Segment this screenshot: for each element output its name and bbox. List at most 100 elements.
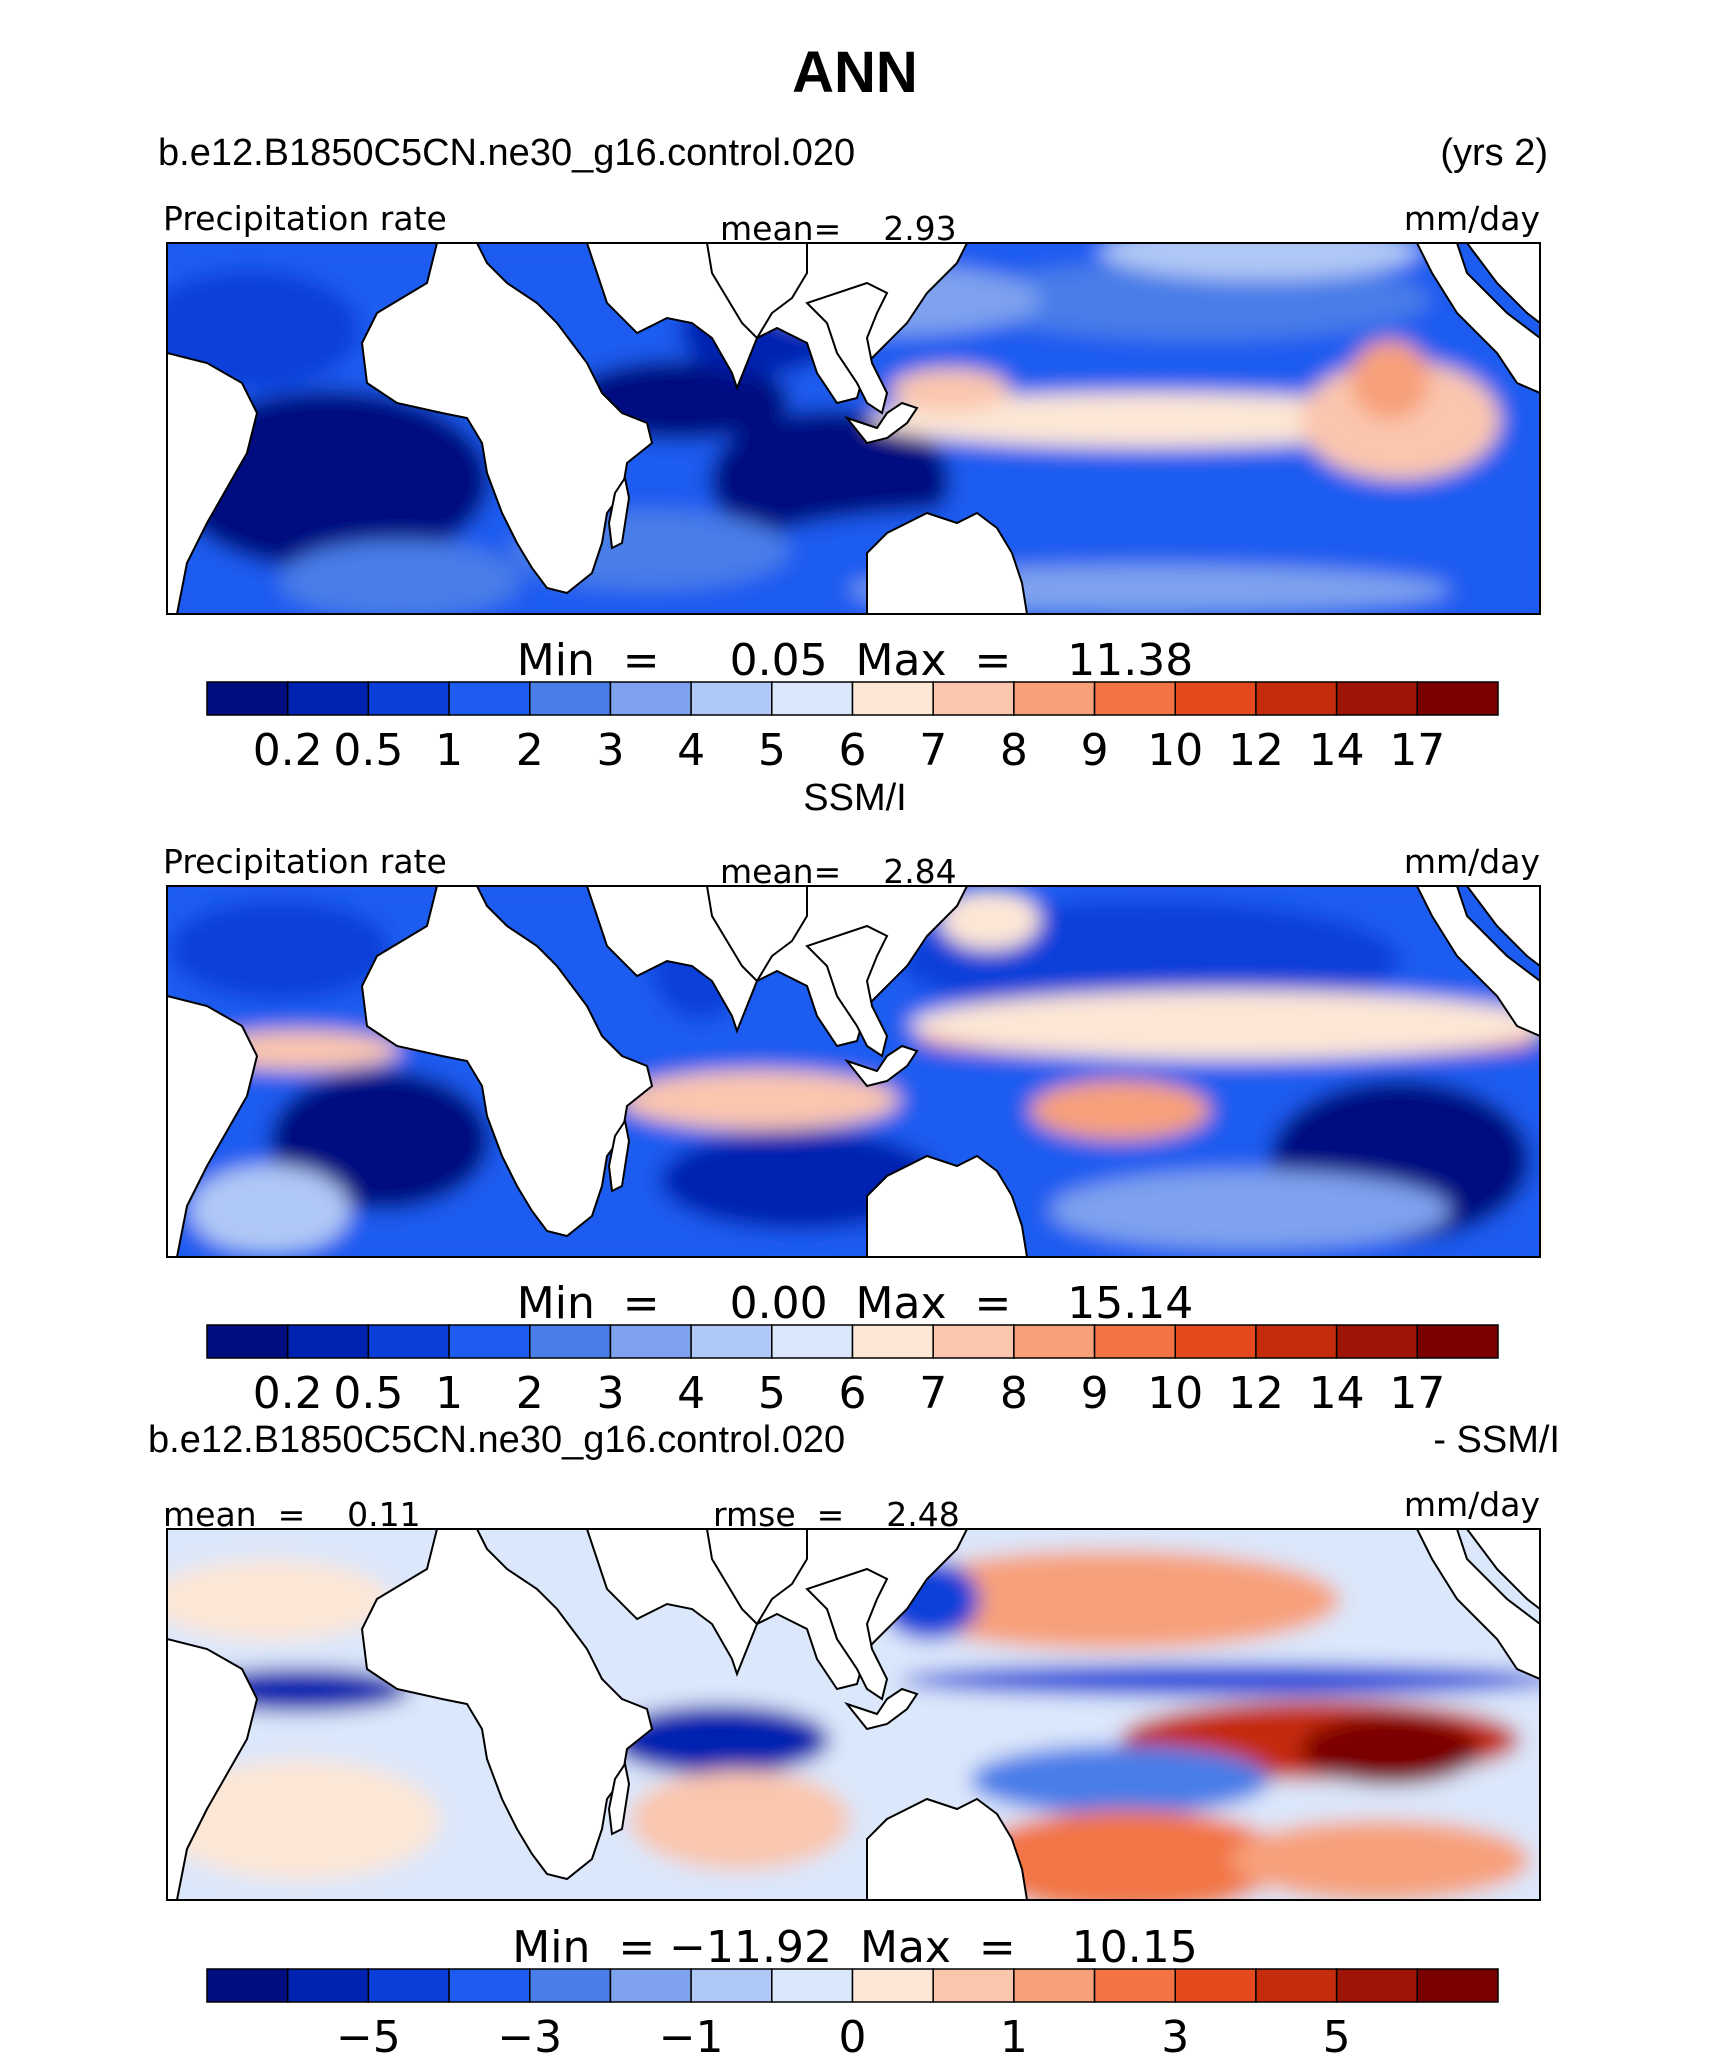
colorbar-tick-label: −3 [497,2012,562,2063]
colorbar-swatch [1255,1968,1338,2003]
colorbar-swatch [367,1324,450,1359]
colorbar-obs [206,1324,1499,1359]
diff-header: - SSM/I [1433,1419,1560,1461]
colorbar-swatch [1416,1968,1499,2003]
colorbar-swatch [1174,1968,1257,2003]
colorbar-swatch [1335,1968,1419,2003]
colorbar-swatch [1093,681,1176,716]
colorbar-tick-label: 7 [919,725,947,776]
colorbar-tick-label: 8 [1000,1368,1028,1419]
colorbar-swatch [1255,681,1338,716]
colorbar-tick-label: 8 [1000,725,1028,776]
colorbar-labels-obs: 0.2 0.5 1 2 3 4 5 6 7 8 9 10 12 14 17 [253,1368,1446,1419]
colorbar-tick-label: 4 [677,725,705,776]
colorbar-swatch [286,1968,370,2003]
colorbar-swatch [1093,1968,1176,2003]
panel-diff: b.e12.B1850C5CN.ne30_g16.control.020 - S… [148,1419,1560,2063]
units-label: mm/day [1404,199,1540,238]
colorbar-swatch [932,681,1015,716]
minmax-label: Min = 0.05 Max = 11.38 [517,635,1194,686]
colorbar-tick-label: 12 [1228,725,1284,776]
colorbar-tick-label: 2 [516,725,544,776]
colorbar-tick-label: 6 [839,725,867,776]
colorbar-diff [206,1968,1499,2003]
colorbar-tick-label: 14 [1309,725,1365,776]
colorbar-swatch [1255,1324,1338,1359]
colorbar-swatch [609,1968,692,2003]
colorbar-swatch [851,681,934,716]
case-name-header: b.e12.B1850C5CN.ne30_g16.control.020 [158,132,855,174]
colorbar-tick-label: 0.2 [253,1368,323,1419]
obs-header: SSM/I [803,777,906,819]
colorbar-tick-label: 1 [1000,2012,1028,2063]
colorbar-swatch [448,1968,531,2003]
colorbar-tick-label: 6 [839,1368,867,1419]
mean-label: mean= 2.84 [720,852,957,891]
colorbar-model [206,681,1499,716]
colorbar-swatch [851,1324,934,1359]
colorbar-labels-model: 0.2 0.5 1 2 3 4 5 6 7 8 9 10 12 14 17 [253,725,1446,776]
colorbar-tick-label: 0 [839,2012,867,2063]
colorbar-tick-label: 5 [1323,2012,1351,2063]
colorbar-swatch [286,681,370,716]
colorbar-tick-label: 0.2 [253,725,323,776]
colorbar-swatch [690,681,773,716]
colorbar-swatch [771,681,854,716]
years-header: (yrs 2) [1440,132,1548,174]
colorbar-tick-label: 17 [1389,725,1445,776]
map-frame [166,885,1541,1258]
colorbar-swatch [1416,681,1499,716]
colorbar-swatch [529,681,612,716]
colorbar-swatch [1335,681,1419,716]
colorbar-swatch [206,1968,289,2003]
colorbar-swatch [206,681,289,716]
colorbar-swatch [690,1968,773,2003]
colorbar-swatch [1174,1324,1257,1359]
map-frame [166,242,1541,615]
colorbar-tick-label: 7 [919,1368,947,1419]
colorbar-labels-diff: −5 −3 −1 0 1 3 5 [336,2012,1351,2063]
field-label: Precipitation rate [163,842,447,881]
map-frame [166,1528,1541,1901]
colorbar-swatch [932,1324,1015,1359]
colorbar-swatch [771,1324,854,1359]
panel-model: b.e12.B1850C5CN.ne30_g16.control.020 (yr… [158,132,1548,776]
colorbar-tick-label: 0.5 [333,725,403,776]
minmax-label: Min = 0.00 Max = 15.14 [517,1278,1194,1329]
colorbar-tick-label: 10 [1147,725,1203,776]
colorbar-tick-label: 17 [1389,1368,1445,1419]
panel-obs: SSM/I Precipitation rate mean= 2.84 mm/d… [163,777,1541,1419]
figure-title: ANN [792,40,918,105]
case-name-header: b.e12.B1850C5CN.ne30_g16.control.020 [148,1419,845,1461]
colorbar-tick-label: 3 [596,1368,624,1419]
colorbar-tick-label: 3 [596,725,624,776]
colorbar-swatch [609,681,692,716]
colorbar-tick-label: −5 [336,2012,401,2063]
colorbar-swatch [1416,1324,1499,1359]
colorbar-tick-label: 10 [1147,1368,1203,1419]
colorbar-tick-label: 5 [758,1368,786,1419]
colorbar-tick-label: 0.5 [333,1368,403,1419]
colorbar-swatch [529,1324,612,1359]
colorbar-swatch [1093,1324,1176,1359]
colorbar-swatch [1174,681,1257,716]
field-label: Precipitation rate [163,199,447,238]
map-obs [167,886,1540,1257]
colorbar-swatch [367,1968,450,2003]
colorbar-swatch [1013,681,1096,716]
colorbar-swatch [529,1968,612,2003]
colorbar-swatch [206,1324,289,1359]
colorbar-tick-label: 5 [758,725,786,776]
colorbar-swatch [851,1968,934,2003]
colorbar-swatch [609,1324,692,1359]
rmse-label: rmse = 2.48 [713,1495,960,1534]
mean-label: mean = 0.11 [163,1495,421,1534]
colorbar-swatch [367,681,450,716]
mean-label: mean= 2.93 [720,209,957,248]
colorbar-tick-label: 14 [1309,1368,1365,1419]
colorbar-swatch [932,1968,1015,2003]
colorbar-swatch [1335,1324,1419,1359]
units-label: mm/day [1404,1485,1540,1524]
colorbar-tick-label: 12 [1228,1368,1284,1419]
colorbar-tick-label: −1 [659,2012,724,2063]
